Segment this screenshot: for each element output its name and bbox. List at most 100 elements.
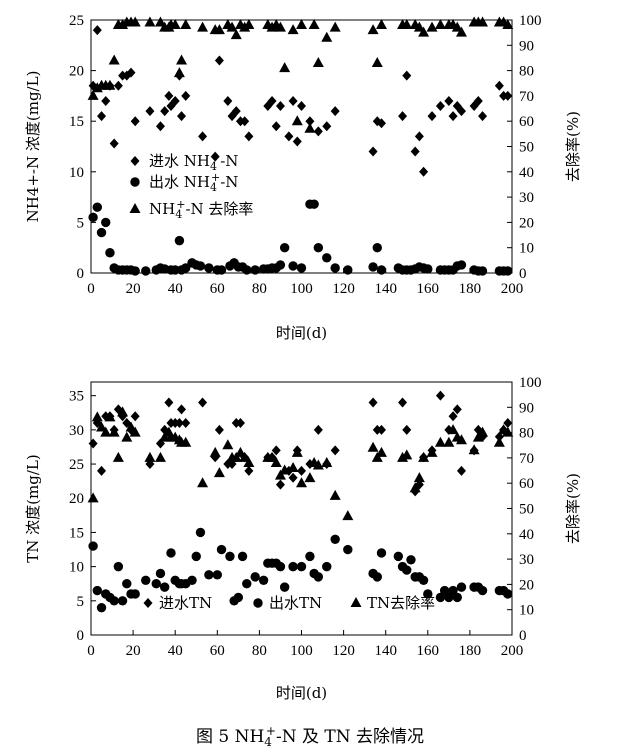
data-point-circle [204,263,214,273]
data-point-diamond [448,411,458,422]
data-point-diamond [126,67,136,78]
data-point-diamond [214,424,224,435]
data-point-triangle [243,456,255,467]
data-point-diamond [398,111,408,122]
y-right-tick-label: 20 [519,215,534,231]
data-point-circle [105,248,115,258]
data-point-triangle [213,24,225,35]
data-point-triangle [104,79,116,90]
data-point-circle [258,575,269,585]
data-point-triangle [154,451,166,462]
data-point-triangle [304,122,316,133]
data-point-diamond [275,101,285,112]
data-point-diamond [181,90,191,101]
data-point-triangle [291,446,303,457]
data-point-circle [452,592,462,603]
y-left-tick-label: 15 [69,114,84,130]
data-point-circle [343,265,353,275]
data-point-diamond [330,106,340,117]
data-point-triangle [455,26,467,37]
data-point-triangle [239,21,251,32]
legend: 进水 NH4+-N出水 NH4+-N NH4+-N 去除率 [129,150,253,221]
y-right-tick-label: 0 [519,628,527,644]
y-right-tick-label: 90 [519,400,534,416]
y-right-axis-label: 去除率(%) [564,111,582,182]
data-point-circle [313,572,324,582]
data-point-circle [376,548,387,558]
x-tick-label: 120 [332,643,355,659]
x-axis-label: 时间(d) [276,684,327,702]
data-point-triangle [108,54,120,65]
legend-marker-circle [130,177,140,187]
data-point-diamond [456,106,466,117]
y-left-tick-label: 0 [77,628,85,644]
data-point-circle [402,565,412,575]
data-point-triangle [426,21,438,32]
data-point-triangle [447,424,459,435]
data-point-triangle [108,426,120,437]
legend-label: TN去除率 [367,594,435,612]
data-point-triangle [321,31,333,42]
data-point-diamond [494,431,504,442]
data-point-diamond [414,131,424,142]
data-point-diamond [305,116,315,127]
data-point-diamond [244,131,254,142]
y-right-tick-label: 20 [519,577,534,593]
data-point-circle [181,263,191,273]
data-point-diamond [244,465,254,476]
data-point-diamond [297,101,306,112]
x-tick-label: 180 [459,281,482,297]
data-point-diamond [322,121,332,132]
data-point-triangle [296,477,307,488]
data-point-triangle [413,472,425,483]
data-point-circle [456,260,467,270]
data-point-circle [92,585,103,596]
data-point-circle [141,575,151,585]
y-right-tick-label: 30 [519,552,534,568]
data-point-circle [166,548,176,558]
data-point-triangle [91,411,103,422]
data-point-triangle [279,62,291,73]
data-point-diamond [398,397,408,408]
y-left-tick-label: 30 [69,423,84,439]
data-point-diamond [267,95,277,106]
data-point-circle [503,266,513,276]
y-right-tick-label: 70 [519,451,534,467]
data-point-diamond [164,397,174,408]
y-right-tick-label: 50 [519,140,534,156]
data-point-diamond [214,55,224,66]
data-point-diamond [198,397,208,408]
data-point-circle [448,585,458,596]
data-point-diamond [198,131,208,142]
data-point-circle [204,570,214,580]
data-point-circle [88,212,98,223]
y-left-tick-label: 10 [69,560,84,576]
data-point-triangle [418,451,430,462]
data-point-circle [155,568,166,579]
data-point-triangle [312,57,324,68]
data-point-triangle [367,24,379,35]
data-point-diamond [368,397,378,408]
data-point-triangle [329,489,341,500]
data-point-circle [216,544,227,555]
y-right-tick-label: 90 [519,38,534,54]
x-tick-label: 60 [210,281,225,297]
data-point-circle [275,260,286,270]
x-tick-label: 60 [210,643,225,659]
data-point-circle [92,202,103,212]
legend-label: 出水TN [269,594,322,612]
data-point-triangle [274,469,286,480]
x-tick-label: 160 [417,281,440,297]
data-point-diamond [92,25,102,36]
data-point-triangle [96,421,108,432]
data-point-circle [439,585,450,596]
data-point-circle [216,265,227,275]
data-point-triangle [209,446,221,457]
data-point-circle [322,561,332,572]
data-point-circle [477,266,488,276]
data-point-triangle [401,449,413,460]
data-point-circle [275,561,286,572]
data-point-circle [130,589,140,599]
data-point-triangle [321,456,333,467]
